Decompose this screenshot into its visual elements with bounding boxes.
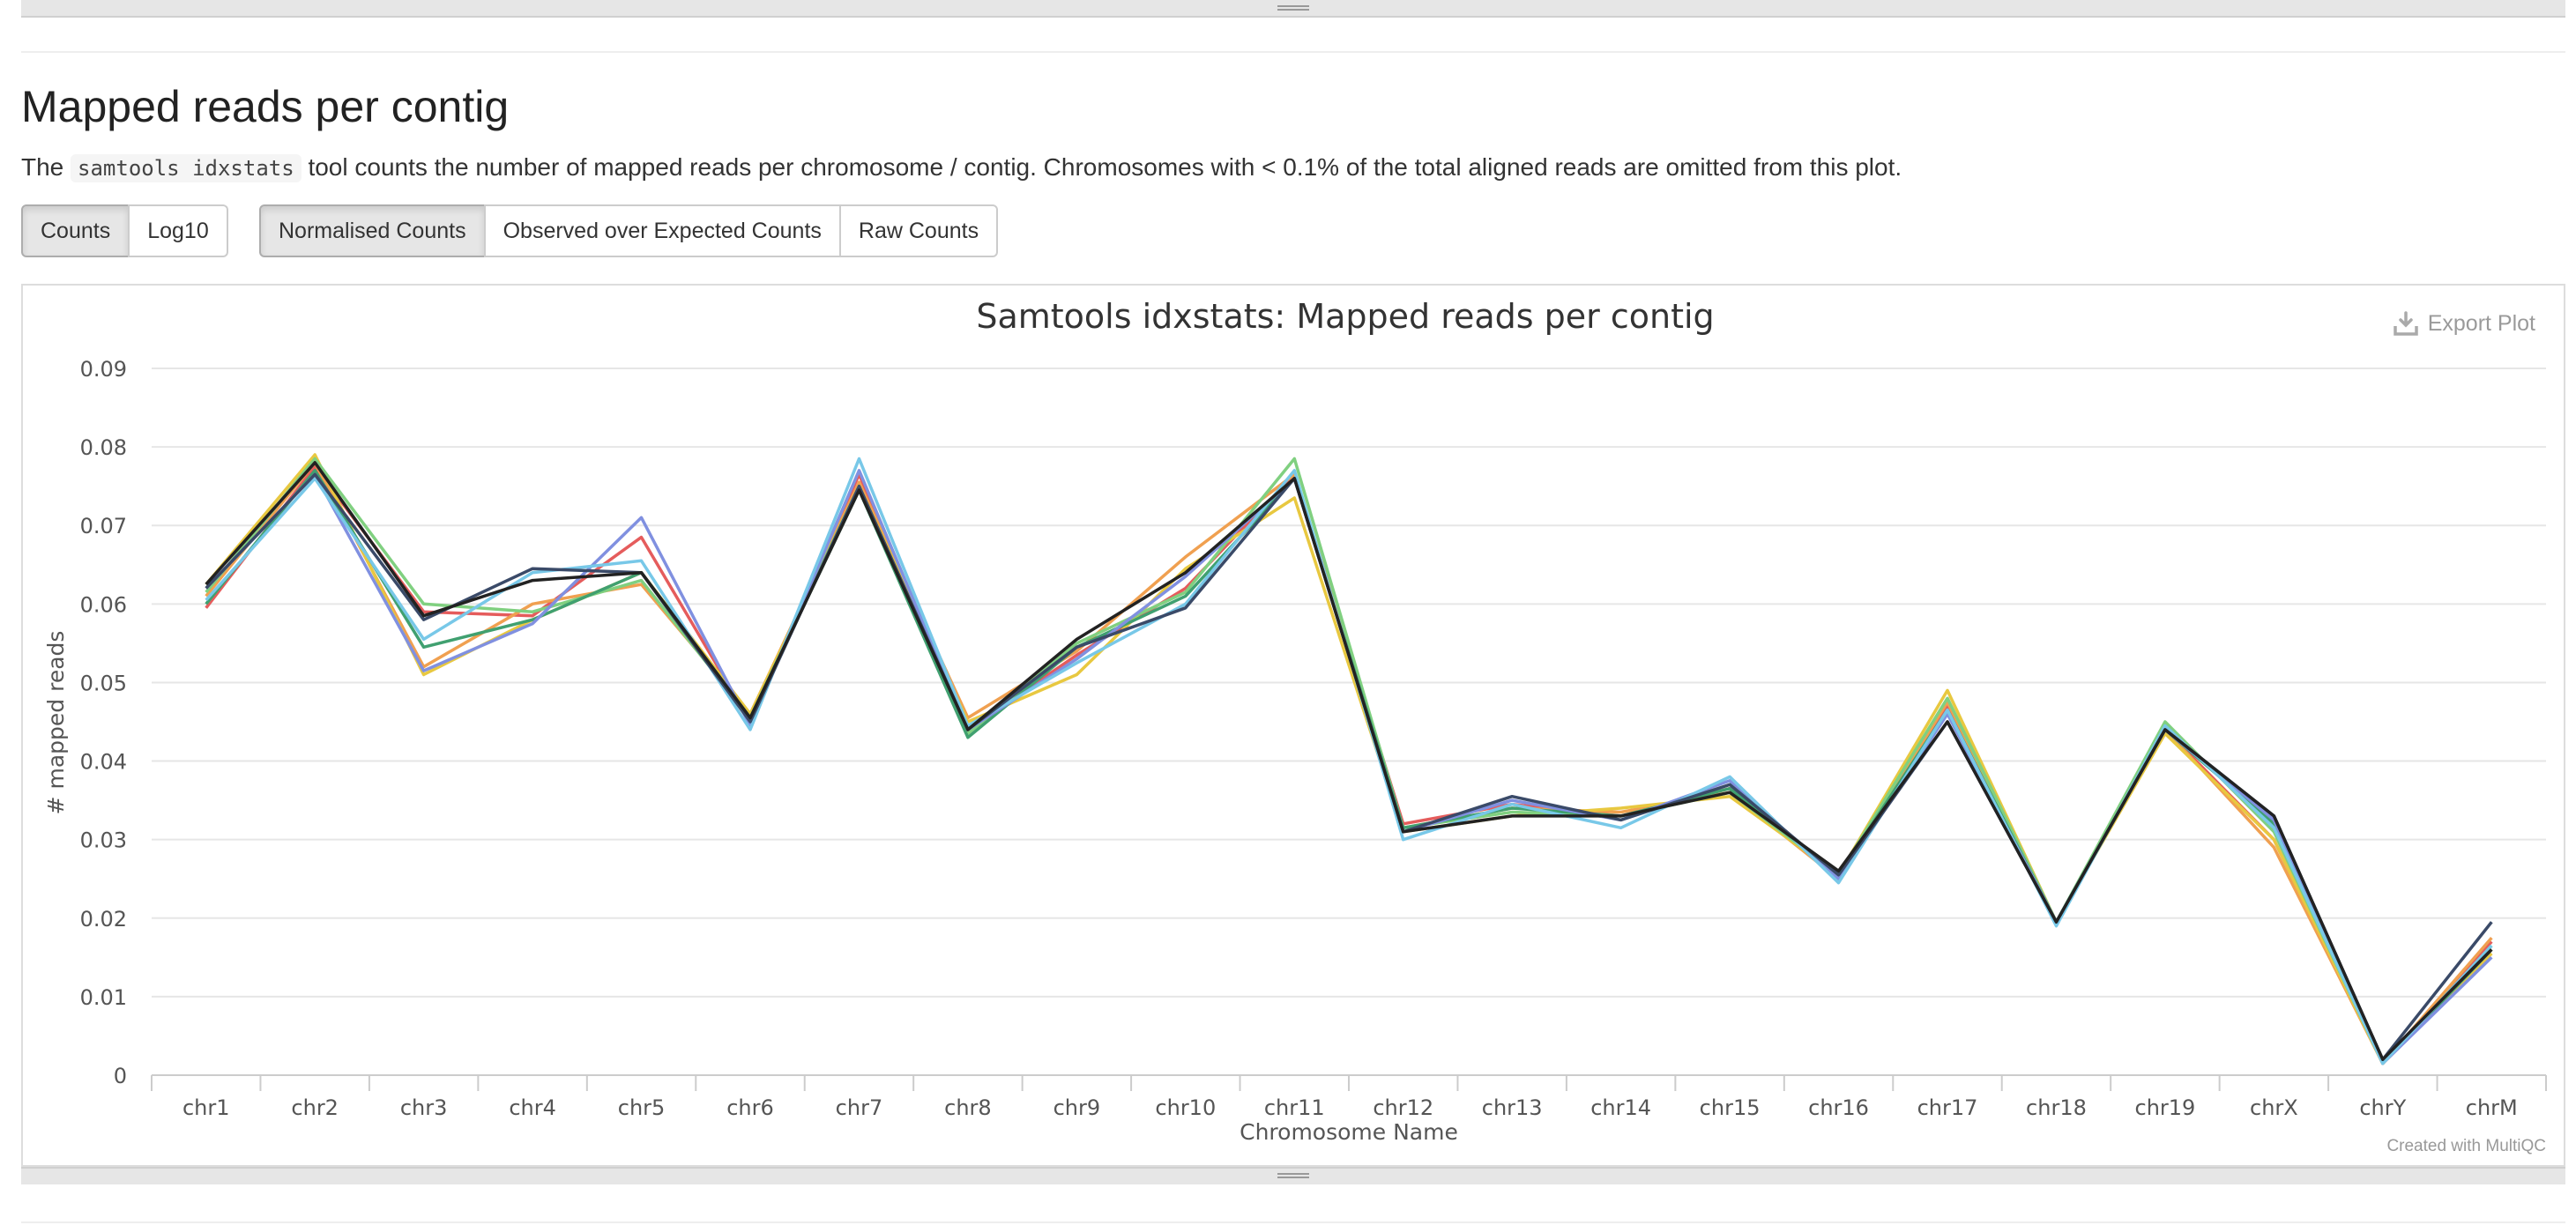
y-tick-label: 0.09: [80, 357, 127, 382]
series-line-1[interactable]: [205, 464, 2493, 1065]
x-tick-label: chr19: [2135, 1095, 2196, 1120]
export-plot-label: Export Plot: [2427, 310, 2535, 336]
x-tick-label: chr14: [1590, 1095, 1651, 1120]
divider: [21, 51, 2565, 53]
x-tick-label: chr10: [1155, 1095, 1216, 1120]
y-tick-label: 0: [114, 1064, 127, 1088]
section-title: Mapped reads per contig: [21, 82, 510, 131]
x-tick-label: chr5: [618, 1095, 666, 1120]
scale-button-group: Counts Log10: [21, 204, 228, 257]
raw-counts-button[interactable]: Raw Counts: [838, 204, 999, 257]
export-plot-button[interactable]: Export Plot: [2393, 310, 2535, 337]
observed-over-expected-button[interactable]: Observed over Expected Counts: [483, 204, 841, 257]
x-tick-label: chr2: [291, 1095, 339, 1120]
grid-lines: 0 0.01 0.02 0.03 0.04 0.05 0.06 0.07 0.08 0.09: [80, 357, 2546, 1088]
series-lines: [205, 453, 2493, 1065]
y-tick-label: 0.07: [80, 514, 127, 538]
x-tick-label: chr17: [1917, 1095, 1978, 1120]
x-axis: chr1 chr2 chr3 chr4 chr5 chr6 chr7 chr8 chr9 chr1…: [151, 1074, 2547, 1120]
section-description: The samtools idxstats tool counts the nu…: [21, 153, 1902, 182]
download-icon: [2393, 311, 2418, 336]
top-resize-handle[interactable]: [21, 0, 2565, 18]
y-tick-label: 0.03: [80, 828, 127, 853]
x-tick-label: chr7: [836, 1095, 883, 1120]
grip-line: [1277, 5, 1309, 7]
grip-line: [1277, 1177, 1309, 1178]
x-tick-label: chrM: [2466, 1095, 2518, 1120]
x-tick-label: chr16: [1808, 1095, 1869, 1120]
y-tick-label: 0.04: [80, 750, 127, 775]
description-text-after: tool counts the number of mapped reads p…: [301, 153, 1902, 181]
tool-name-code: samtools idxstats: [71, 154, 302, 182]
log10-button[interactable]: Log10: [128, 204, 228, 257]
series-line-9[interactable]: [205, 461, 2493, 1061]
x-tick-label: chr11: [1264, 1095, 1325, 1120]
series-line-8[interactable]: [205, 472, 2493, 1061]
x-tick-label: chrX: [2250, 1095, 2298, 1120]
grip-line: [1277, 1173, 1309, 1175]
y-tick-label: 0.05: [80, 671, 127, 695]
x-tick-label: chr1: [182, 1095, 230, 1120]
series-line-6[interactable]: [205, 469, 2493, 1065]
y-tick-label: 0.01: [80, 985, 127, 1010]
plot-container: 0 0.01 0.02 0.03 0.04 0.05 0.06 0.07 0.08 0.09 ch…: [21, 284, 2565, 1167]
x-tick-label: chr4: [509, 1095, 556, 1120]
y-tick-label: 0.08: [80, 435, 127, 460]
x-tick-label: chr8: [944, 1095, 992, 1120]
grip-line: [1277, 9, 1309, 11]
divider: [21, 1221, 2565, 1223]
x-axis-label: Chromosome Name: [1240, 1119, 1458, 1145]
bottom-resize-handle[interactable]: [21, 1167, 2565, 1184]
description-text-before: The: [21, 153, 71, 181]
counts-button[interactable]: Counts: [21, 204, 130, 257]
normalised-counts-button[interactable]: Normalised Counts: [259, 204, 486, 257]
series-line-5[interactable]: [205, 469, 2493, 1065]
mode-button-group: Normalised Counts Observed over Expected…: [259, 204, 999, 257]
y-axis-label: # mapped reads: [43, 631, 69, 815]
x-tick-label: chr12: [1373, 1095, 1433, 1120]
y-tick-label: 0.06: [80, 592, 127, 617]
x-tick-label: chr15: [1700, 1095, 1761, 1120]
line-chart: 0 0.01 0.02 0.03 0.04 0.05 0.06 0.07 0.08 0.09 ch…: [43, 297, 2547, 1145]
x-tick-label: chr9: [1053, 1095, 1101, 1120]
multiqc-credit: Created with MultiQC: [2386, 1137, 2546, 1155]
x-tick-label: chr6: [726, 1095, 774, 1120]
x-tick-label: chr18: [2026, 1095, 2087, 1120]
y-tick-label: 0.02: [80, 907, 127, 932]
x-tick-label: chr3: [400, 1095, 448, 1120]
x-tick-label: chrY: [2359, 1095, 2406, 1120]
x-tick-label: chr13: [1482, 1095, 1543, 1120]
chart-title: Samtools idxstats: Mapped reads per cont…: [976, 297, 1714, 336]
